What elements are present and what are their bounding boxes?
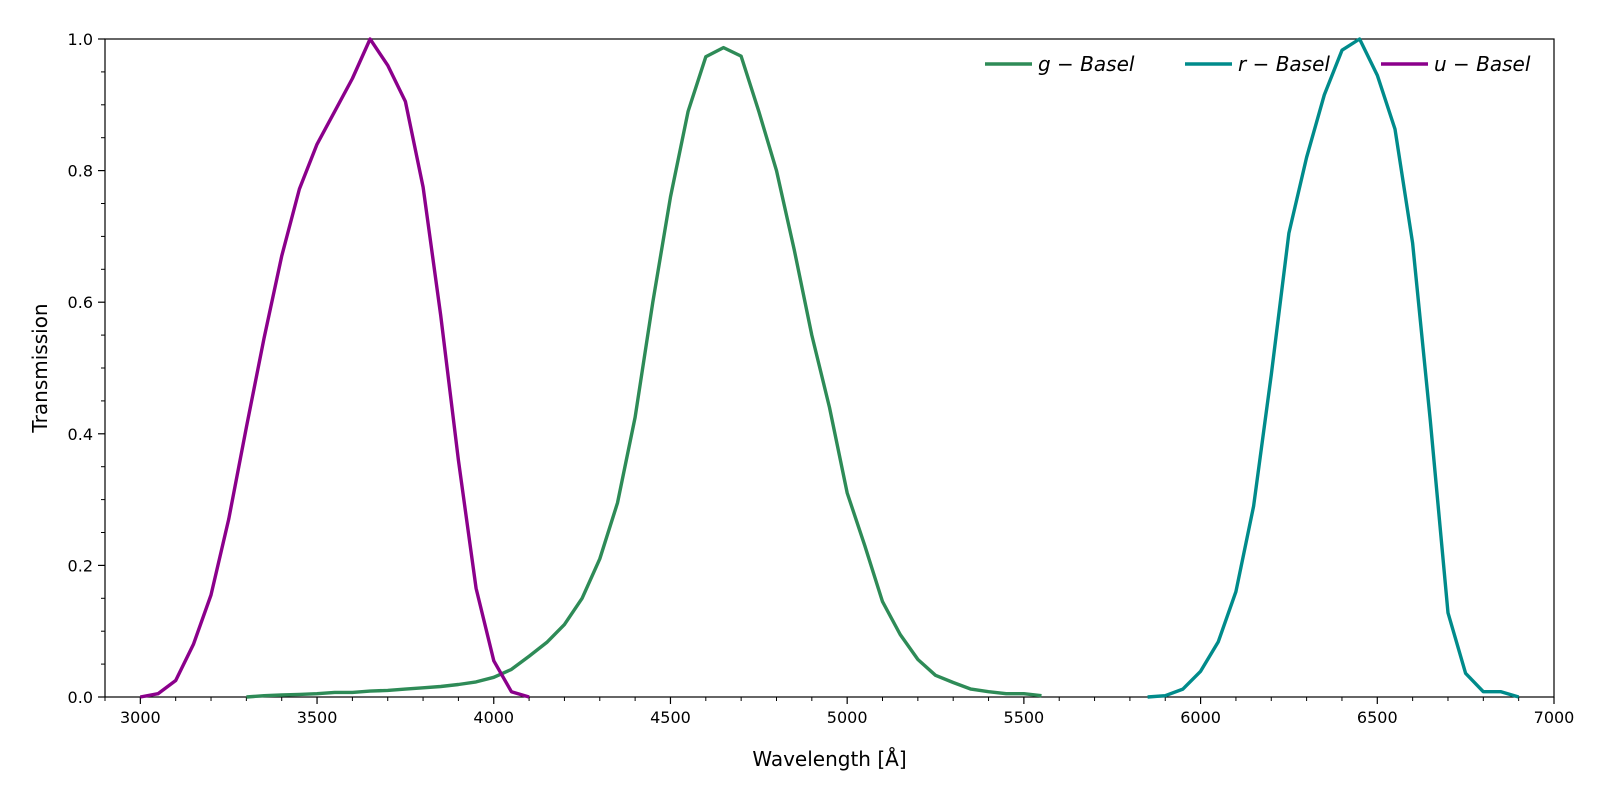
legend-label: r − Basel: [1238, 52, 1330, 76]
legend-label: u − Basel: [1434, 52, 1531, 76]
x-tick-label: 4500: [650, 708, 691, 727]
minor-ticks: [101, 71, 1520, 701]
y-tick-label: 1.0: [68, 30, 93, 49]
y-tick-label: 0.6: [68, 293, 93, 312]
x-tick-label: 5500: [1004, 708, 1045, 727]
y-axis-label: Transmission: [28, 303, 52, 433]
x-tick-label: 4000: [473, 708, 514, 727]
y-tick-label: 0.8: [68, 162, 93, 181]
series-line-0: [246, 45, 1042, 699]
x-tick-label: 3500: [297, 708, 338, 727]
x-tick-label: 6500: [1357, 708, 1398, 727]
major-ticks: 3000 3500 4000 4500 5000 5500 6000 6500 7000 0.0 0…: [68, 30, 1575, 727]
y-tick-label: 0.0: [68, 688, 93, 707]
y-tick-label: 0.4: [68, 425, 93, 444]
x-tick-label: 7000: [1534, 708, 1575, 727]
y-tick-label: 0.2: [68, 556, 93, 575]
x-tick-label: 5000: [827, 708, 868, 727]
series-layer: [139, 37, 1520, 699]
series-line-1: [1147, 37, 1520, 699]
x-tick-label: 6000: [1180, 708, 1221, 727]
series-line-2: [139, 37, 530, 699]
x-tick-label: 3000: [120, 708, 161, 727]
x-axis-label: Wavelength [Å]: [752, 747, 906, 771]
legend-label: g − Basel: [1038, 52, 1135, 76]
legend: g − Basel r − Basel u − Basel: [985, 52, 1531, 76]
